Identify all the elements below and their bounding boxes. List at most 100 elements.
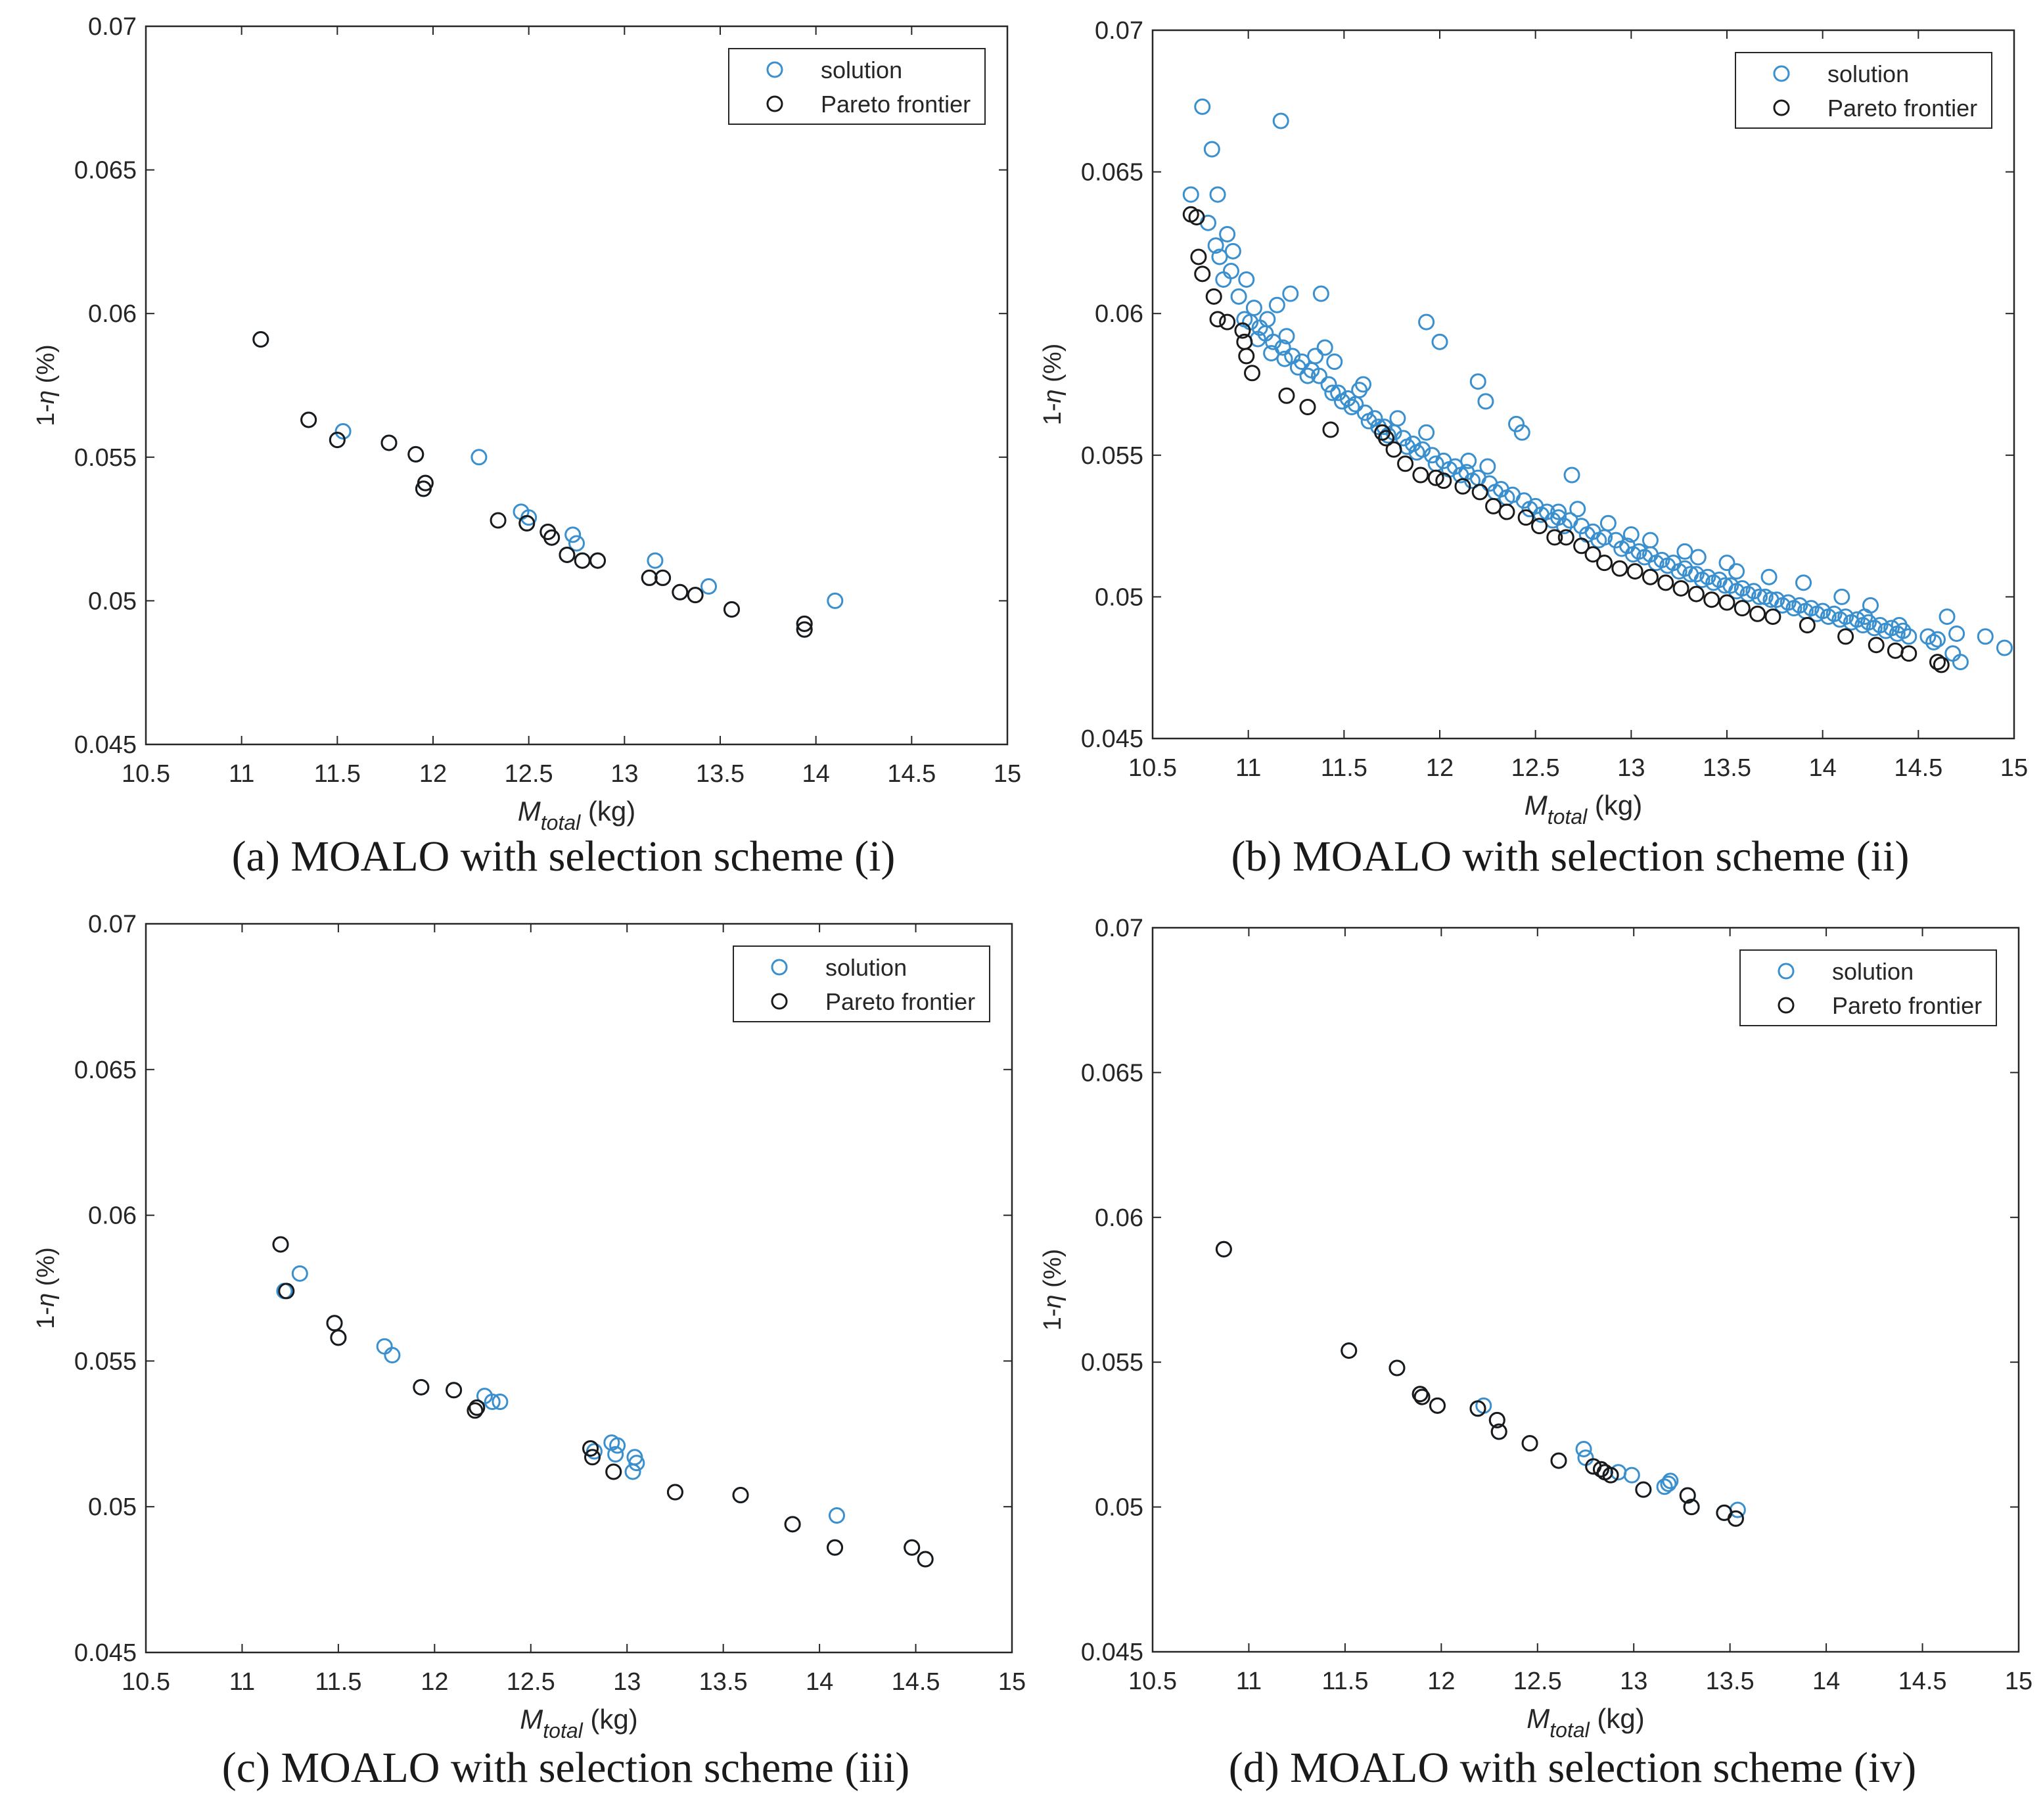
data-point — [1354, 376, 1371, 393]
data-point — [1299, 398, 1316, 415]
x-axis-label-symbol: M — [518, 796, 541, 827]
data-point — [1563, 466, 1580, 484]
data-point — [1799, 617, 1816, 634]
x-axis-label-subscript: total — [1549, 1718, 1590, 1742]
data-point — [1224, 242, 1241, 260]
data-point — [330, 1329, 347, 1346]
x-axis-label-unit: (kg) — [1587, 790, 1642, 821]
data-point — [1278, 387, 1295, 404]
x-tick-label: 11 — [229, 1668, 255, 1696]
data-point — [1299, 367, 1316, 384]
data-point — [1429, 1397, 1446, 1414]
y-tick-label: 0.065 — [1081, 1059, 1143, 1087]
data-point — [1831, 611, 1848, 628]
y-axis-label-unit: (%) — [32, 1247, 60, 1293]
data-point — [1194, 265, 1211, 283]
data-point — [413, 1378, 430, 1396]
x-axis-label: Mtotal (kg) — [1525, 790, 1642, 829]
data-point — [1427, 469, 1444, 486]
x-axis-label-symbol: M — [520, 1704, 543, 1735]
plot-area — [1151, 926, 2020, 1653]
data-point — [407, 445, 425, 463]
data-point — [291, 1265, 308, 1282]
data-point — [732, 1486, 749, 1503]
legend-marker — [766, 61, 783, 78]
data-point — [1854, 617, 1871, 634]
data-point — [1573, 537, 1590, 555]
y-tick-label: 0.06 — [88, 1202, 137, 1230]
data-point — [278, 1283, 295, 1300]
data-point — [1868, 637, 1885, 654]
legend-marker — [1773, 99, 1790, 116]
data-point — [624, 1463, 641, 1480]
legend: solution Pareto frontier — [728, 48, 986, 125]
data-point — [272, 1236, 289, 1253]
data-point — [446, 1382, 463, 1399]
data-point — [1385, 441, 1402, 458]
data-point — [1479, 458, 1496, 475]
data-point — [1584, 546, 1601, 563]
data-point — [1889, 625, 1906, 642]
data-point — [568, 535, 585, 552]
y-axis-label-prefix: 1- — [32, 404, 60, 426]
data-point — [917, 1551, 934, 1568]
data-point — [1278, 328, 1295, 345]
data-point — [796, 621, 813, 638]
data-point — [1602, 1467, 1619, 1484]
data-point — [1408, 444, 1425, 461]
data-point — [1182, 186, 1199, 203]
data-point — [1679, 1487, 1696, 1504]
data-point — [1513, 424, 1530, 441]
data-point — [1774, 597, 1791, 614]
data-point — [1820, 608, 1837, 626]
legend-marker — [1773, 65, 1790, 82]
chart-panel-c: 10.5 11 11.5 12 12.5 13 13.5 14 14.5 15 0.045 0.05 0… — [32, 911, 1026, 1792]
data-point — [1575, 1440, 1592, 1457]
legend-label: Pareto frontier — [825, 988, 975, 1015]
data-point — [1517, 509, 1534, 526]
data-point — [1925, 633, 1942, 650]
y-tick-label: 0.06 — [1095, 300, 1143, 328]
y-tick-label: 0.045 — [74, 731, 137, 759]
x-tick-label: 12 — [1427, 1668, 1455, 1695]
data-point — [1722, 577, 1739, 594]
y-axis-label-symbol: η — [32, 1293, 60, 1307]
data-point — [1234, 322, 1251, 339]
data-point — [628, 1455, 645, 1472]
data-point — [1555, 518, 1572, 535]
data-point — [723, 601, 740, 618]
data-point — [1808, 605, 1825, 622]
data-point — [1341, 1342, 1358, 1359]
y-tick-label: 0.055 — [74, 444, 137, 472]
data-point — [1626, 563, 1643, 580]
y-tick-label: 0.05 — [1095, 583, 1143, 611]
data-point — [1660, 1475, 1677, 1492]
data-point — [1190, 248, 1207, 265]
data-point — [1546, 529, 1563, 546]
data-point — [1243, 365, 1260, 382]
panel-caption: (b) MOALO with selection scheme (ii) — [1231, 832, 1910, 880]
data-point — [1530, 518, 1548, 535]
data-point — [1316, 339, 1333, 356]
data-point — [1276, 350, 1293, 367]
data-point — [1469, 373, 1486, 390]
legend-label: Pareto frontier — [821, 91, 971, 118]
data-point — [1929, 654, 1946, 671]
data-point — [1996, 639, 2013, 656]
data-point — [1320, 376, 1337, 393]
chart-panel-a: 10.5 11 11.5 12 12.5 13 13.5 14 14.5 15 0.045 0.05 0… — [32, 13, 1021, 880]
data-point — [1768, 591, 1785, 608]
y-axis-label-symbol: η — [1039, 1294, 1067, 1308]
y-axis-label: 1-η (%) — [1039, 1249, 1067, 1331]
data-point — [1194, 98, 1211, 115]
data-point — [1647, 555, 1664, 572]
x-tick-label: 14.5 — [892, 1668, 940, 1696]
y-tick-label: 0.045 — [1081, 1639, 1143, 1666]
data-point — [1670, 563, 1687, 580]
y-axis-label-prefix: 1- — [1039, 1308, 1067, 1331]
data-point — [1703, 591, 1720, 608]
y-axis-label-prefix: 1- — [32, 1307, 60, 1329]
series-pareto-frontier — [1182, 206, 1950, 673]
data-point — [1413, 1388, 1431, 1405]
y-axis-label: 1-η (%) — [32, 1247, 60, 1329]
